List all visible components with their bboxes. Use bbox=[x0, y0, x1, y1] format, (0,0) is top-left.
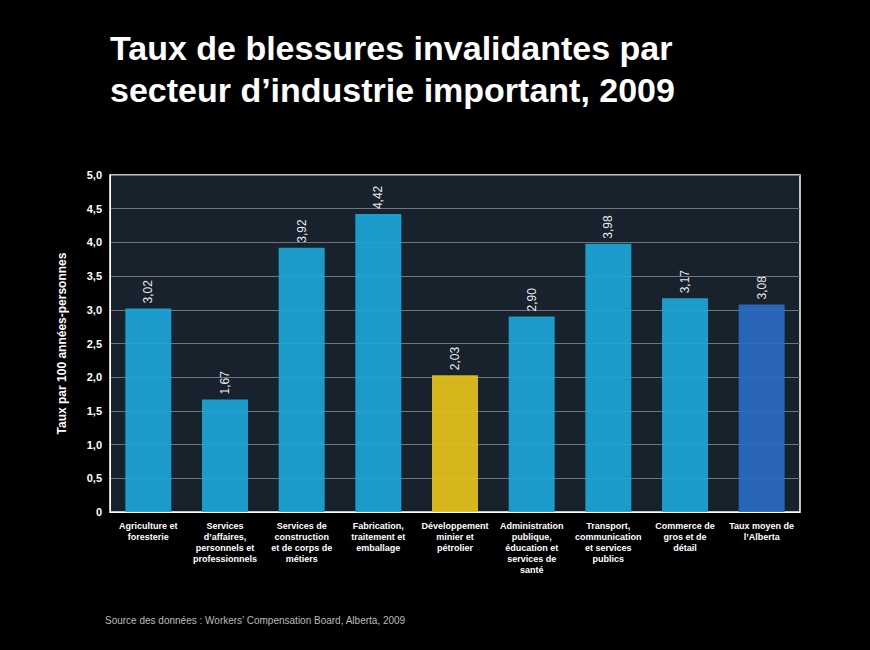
svg-text:2,03: 2,03 bbox=[448, 346, 462, 370]
svg-text:2,0: 2,0 bbox=[87, 371, 102, 383]
svg-text:3,0: 3,0 bbox=[87, 304, 102, 316]
svg-text:communication: communication bbox=[575, 532, 642, 542]
svg-text:personnels et: personnels et bbox=[196, 543, 255, 553]
svg-text:et services: et services bbox=[585, 543, 632, 553]
svg-text:d’affaires,: d’affaires, bbox=[204, 532, 247, 542]
svg-text:3,02: 3,02 bbox=[141, 280, 155, 304]
svg-text:Taux par 100 années-personnes: Taux par 100 années-personnes bbox=[55, 252, 69, 434]
svg-text:métiers: métiers bbox=[286, 554, 318, 564]
svg-text:minier et: minier et bbox=[436, 532, 474, 542]
svg-text:publics: publics bbox=[593, 554, 625, 564]
svg-text:3,17: 3,17 bbox=[678, 270, 692, 294]
svg-text:santé: santé bbox=[520, 565, 544, 575]
svg-text:Fabrication,: Fabrication, bbox=[353, 521, 404, 531]
svg-text:emballage: emballage bbox=[356, 543, 400, 553]
svg-text:3,98: 3,98 bbox=[601, 215, 615, 239]
svg-text:éducation et: éducation et bbox=[505, 543, 558, 553]
svg-text:3,5: 3,5 bbox=[87, 270, 102, 282]
svg-text:gros et de: gros et de bbox=[663, 532, 706, 542]
svg-text:2,90: 2,90 bbox=[525, 288, 539, 312]
svg-text:Développement: Développement bbox=[421, 521, 488, 531]
svg-text:pétrolier: pétrolier bbox=[437, 543, 474, 553]
svg-text:détail: détail bbox=[673, 543, 697, 553]
svg-text:4,5: 4,5 bbox=[87, 203, 102, 215]
svg-text:0,5: 0,5 bbox=[87, 472, 102, 484]
svg-text:2,5: 2,5 bbox=[87, 338, 102, 350]
svg-text:Administration: Administration bbox=[500, 521, 564, 531]
svg-text:3,08: 3,08 bbox=[755, 276, 769, 300]
svg-text:4,0: 4,0 bbox=[87, 236, 102, 248]
svg-text:Transport,: Transport, bbox=[586, 521, 630, 531]
svg-text:Taux de blessures invalidantes: Taux de blessures invalidantes par bbox=[110, 29, 672, 67]
svg-text:1,5: 1,5 bbox=[87, 405, 102, 417]
svg-text:l’Alberta: l’Alberta bbox=[744, 532, 781, 542]
svg-text:3,92: 3,92 bbox=[295, 219, 309, 243]
svg-text:Agriculture et: Agriculture et bbox=[119, 521, 178, 531]
svg-text:foresterie: foresterie bbox=[128, 532, 169, 542]
svg-text:4,42: 4,42 bbox=[371, 185, 385, 209]
svg-text:Source des données : Workers’: Source des données : Workers’ Compensati… bbox=[105, 615, 406, 626]
svg-text:et de corps de: et de corps de bbox=[271, 543, 332, 553]
svg-text:5,0: 5,0 bbox=[87, 169, 102, 181]
svg-text:construction: construction bbox=[274, 532, 329, 542]
svg-text:traitement et: traitement et bbox=[351, 532, 405, 542]
svg-text:Services: Services bbox=[206, 521, 243, 531]
svg-text:1,67: 1,67 bbox=[218, 371, 232, 395]
svg-text:secteur d’industrie important,: secteur d’industrie important, 2009 bbox=[110, 71, 675, 109]
svg-text:professionnels: professionnels bbox=[193, 554, 257, 564]
svg-text:services de: services de bbox=[507, 554, 556, 564]
svg-text:Services de: Services de bbox=[277, 521, 327, 531]
svg-text:0: 0 bbox=[96, 506, 102, 518]
svg-text:publique,: publique, bbox=[512, 532, 552, 542]
svg-text:1,0: 1,0 bbox=[87, 439, 102, 451]
svg-text:Commerce de: Commerce de bbox=[655, 521, 715, 531]
svg-text:Taux moyen de: Taux moyen de bbox=[729, 521, 794, 531]
